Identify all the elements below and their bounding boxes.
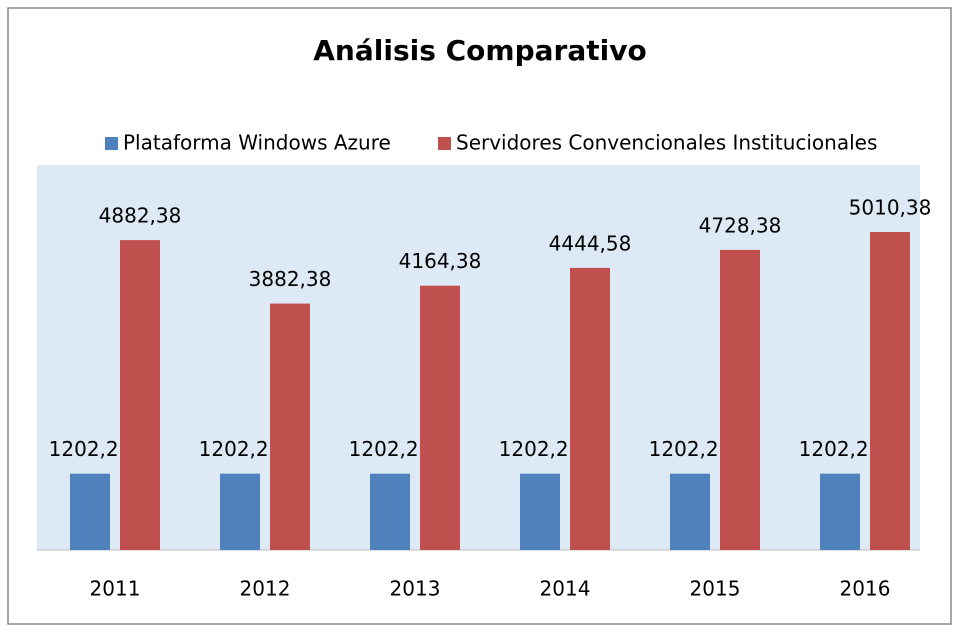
x-tick-label: 2011	[90, 577, 141, 601]
bar	[670, 473, 710, 550]
data-label: 1202,28	[349, 437, 432, 461]
x-tick-label: 2014	[540, 577, 591, 601]
data-label: 1202,28	[199, 437, 282, 461]
bar	[220, 473, 260, 550]
data-label: 4164,38	[399, 249, 482, 273]
x-tick-label: 2016	[840, 577, 891, 601]
bar	[70, 473, 110, 550]
data-label: 4444,58	[549, 231, 632, 255]
bar	[370, 473, 410, 550]
legend-swatch	[438, 137, 451, 150]
chart-title: Análisis Comparativo	[313, 34, 646, 67]
data-label: 1202,28	[499, 437, 582, 461]
bar	[820, 473, 860, 550]
x-tick-label: 2013	[390, 577, 441, 601]
legend-swatch	[105, 137, 118, 150]
data-label: 1202,28	[799, 437, 882, 461]
legend-label: Servidores Convencionales Institucionale…	[456, 131, 877, 155]
data-label: 3882,38	[249, 267, 332, 291]
bar	[520, 473, 560, 550]
x-tick-label: 2012	[240, 577, 291, 601]
plot-area	[37, 165, 920, 550]
bar	[420, 285, 460, 550]
bar	[570, 267, 610, 550]
data-label: 1202,28	[49, 437, 132, 461]
data-label: 4882,38	[99, 204, 182, 228]
data-label: 5010,38	[849, 196, 932, 220]
bar	[270, 303, 310, 550]
data-label: 4728,38	[699, 213, 782, 237]
data-label: 1202,28	[649, 437, 732, 461]
bar	[720, 249, 760, 550]
bar	[870, 232, 910, 550]
x-tick-label: 2015	[690, 577, 741, 601]
legend-label: Plataforma Windows Azure	[123, 131, 391, 155]
bar	[120, 240, 160, 550]
